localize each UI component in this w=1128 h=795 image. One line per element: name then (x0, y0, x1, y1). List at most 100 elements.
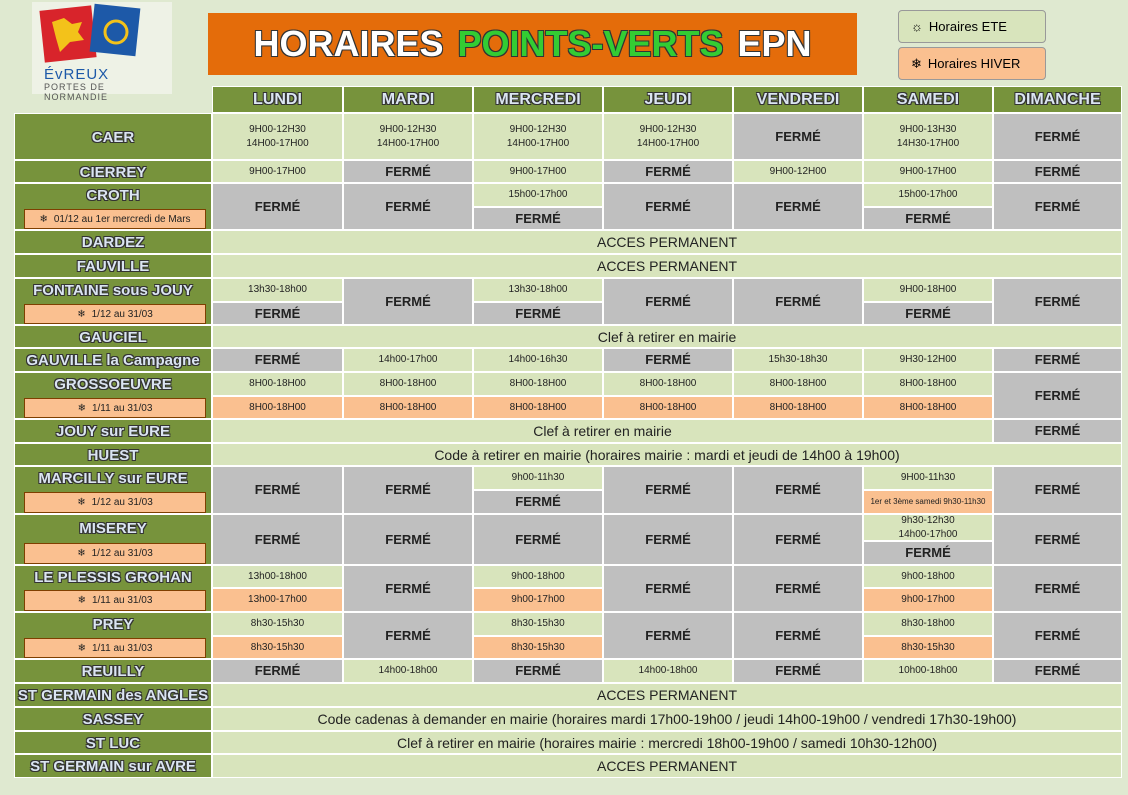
hours-cell: 8h30-15h30 (212, 612, 343, 636)
station-name: DARDEZ (81, 234, 145, 251)
season-note: ❄ 1/11 au 31/03 (24, 590, 206, 611)
closed-cell: FERMÉ (733, 565, 863, 612)
hours-cell: 9H00-13H30 14H30-17H00 (863, 113, 993, 160)
title: HORAIRES (253, 23, 444, 64)
hours-cell: 8h30-15h30 (863, 636, 993, 659)
hours-cell: 9h00-18h00 (473, 565, 603, 588)
station-cell: GAUVILLE la Campagne (14, 348, 212, 372)
station-name: REUILLY (81, 663, 145, 680)
closed-cell: FERMÉ (212, 302, 343, 325)
closed-cell: FERMÉ (993, 278, 1122, 325)
station-cell: FONTAINE sous JOUY ❄ 1/12 au 31/03 (14, 278, 212, 325)
closed-cell: FERMÉ (733, 514, 863, 565)
hours-cell: 8H00-18H00 (603, 372, 733, 396)
snow-icon: ❄ (77, 595, 86, 606)
season-note: ❄ 1/12 au 31/03 (24, 304, 206, 324)
station-name: ST GERMAIN sur AVRE (30, 758, 196, 775)
title: POINTS-VERTS (457, 23, 724, 64)
note-text: 1/12 au 31/03 (91, 308, 153, 320)
closed-cell: FERMÉ (733, 466, 863, 514)
hours-cell: 8H00-18H00 (863, 372, 993, 396)
hours-cell: 14h00-16h30 (473, 348, 603, 372)
closed-cell: FERMÉ (473, 207, 603, 230)
season-note: ❄ 1/12 au 31/03 (24, 492, 206, 513)
closed-cell: FERMÉ (993, 565, 1122, 612)
access-info: Code cadenas à demander en mairie (horai… (212, 707, 1122, 731)
station-cell: LE PLESSIS GROHAN ❄ 1/11 au 31/03 (14, 565, 212, 612)
station-name: GAUVILLE la Campagne (26, 352, 200, 369)
season-note: ❄ 1/12 au 31/03 (24, 543, 206, 564)
hours-cell: 9H00-12H00 (733, 160, 863, 183)
closed-cell: FERMÉ (343, 160, 473, 183)
legend-item: ❄ Horaires HIVER (898, 47, 1046, 80)
closed-cell: FERMÉ (212, 466, 343, 514)
hours-cell: 8H00-18H00 (212, 396, 343, 419)
logo-text: ÉvREUX (44, 66, 110, 83)
access-info: ACCES PERMANENT (212, 754, 1122, 778)
hours-cell: 9H30-12H00 (863, 348, 993, 372)
closed-cell: FERMÉ (993, 514, 1122, 565)
hours-cell: 8h30-18h00 (863, 612, 993, 636)
station-name: ST LUC (85, 734, 141, 752)
day-header: SAMEDI (863, 86, 993, 113)
hours-cell: 9H00-17H00 (212, 160, 343, 183)
station-name: CROTH (86, 187, 140, 204)
title-banner: HORAIRES POINTS-VERTS EPN (208, 13, 857, 75)
station-name: SASSEY (82, 711, 144, 728)
hours-cell: 9H00-12H30 14H00-17H00 (473, 113, 603, 160)
hours-cell: 1er et 3ème samedi 9h30-11h30 (863, 490, 993, 514)
hours-cell: 14h00-18h00 (343, 659, 473, 683)
hours-cell: 8H00-18H00 (733, 396, 863, 419)
note-text: 1/12 au 31/03 (91, 497, 153, 508)
day-header: LUNDI (212, 86, 343, 113)
hours-cell: 9h30-12h30 14h00-17h00 (863, 514, 993, 541)
hours-cell: 9h00-17h00 (473, 588, 603, 612)
station-cell: PREY ❄ 1/11 au 31/03 (14, 612, 212, 659)
legend-label: Horaires HIVER (927, 56, 1021, 71)
closed-cell: FERMÉ (473, 659, 603, 683)
snow-icon: ❄ (77, 497, 86, 508)
station-name: FAUVILLE (76, 258, 150, 275)
closed-cell: FERMÉ (733, 278, 863, 325)
closed-cell: FERMÉ (212, 514, 343, 565)
hours-cell: 9H00-17H00 (473, 160, 603, 183)
closed-cell: FERMÉ (603, 565, 733, 612)
day-header: VENDREDI (733, 86, 863, 113)
hours-cell: 9H00-12H30 14H00-17H00 (603, 113, 733, 160)
station-cell: FAUVILLE (14, 254, 212, 278)
closed-cell: FERMÉ (212, 348, 343, 372)
station-name: FONTAINE sous JOUY (33, 282, 193, 299)
hours-cell: 8H00-18H00 (733, 372, 863, 396)
season-note: ❄ 01/12 au 1er mercredi de Mars (24, 209, 206, 229)
closed-cell: FERMÉ (993, 372, 1122, 419)
hours-cell: 13h00-18h00 (212, 565, 343, 588)
closed-cell: FERMÉ (603, 612, 733, 659)
day-header: MARDI (343, 86, 473, 113)
station-name: PREY (92, 616, 134, 633)
logo: ÉvREUX PORTES DE NORMANDIE (32, 2, 172, 102)
closed-cell: FERMÉ (212, 183, 343, 230)
title: EPN (737, 23, 812, 64)
station-cell: ST LUC (14, 731, 212, 754)
closed-cell: FERMÉ (993, 160, 1122, 183)
snow-icon: ❄ (39, 213, 48, 225)
access-info: ACCES PERMANENT (212, 683, 1122, 707)
closed-cell: FERMÉ (863, 207, 993, 230)
hours-cell: 8h30-15h30 (473, 636, 603, 659)
access-info: Code à retirer en mairie (horaires mairi… (212, 443, 1122, 466)
closed-cell: FERMÉ (993, 113, 1122, 160)
station-cell: REUILLY (14, 659, 212, 683)
closed-cell: FERMÉ (603, 183, 733, 230)
closed-cell: FERMÉ (343, 612, 473, 659)
hours-cell: 13h30-18h00 (212, 278, 343, 302)
legend-item: ☼ Horaires ETE (898, 10, 1046, 43)
day-header: JEUDI (603, 86, 733, 113)
hours-cell: 13h00-17h00 (212, 588, 343, 612)
hours-cell: 8h30-15h30 (212, 636, 343, 659)
station-cell: ST GERMAIN des ANGLES (14, 683, 212, 707)
station-name: MISEREY (79, 519, 147, 537)
hours-cell: 9h00-11h30 (473, 466, 603, 490)
station-cell: MISEREY ❄ 1/12 au 31/03 (14, 514, 212, 565)
hours-cell: 9H00-12H30 14H00-17H00 (212, 113, 343, 160)
